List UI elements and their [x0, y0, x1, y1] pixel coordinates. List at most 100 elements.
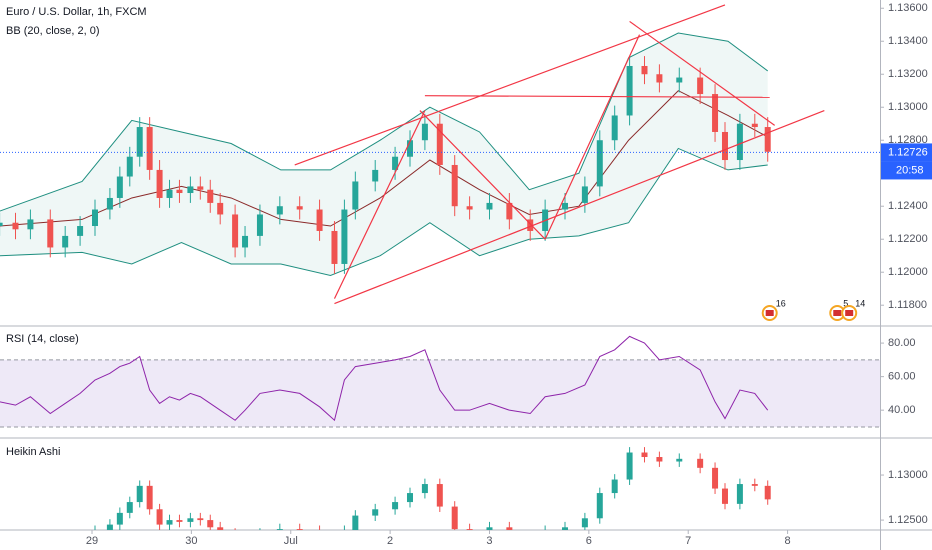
candle-body [372, 169, 379, 182]
candle-body [712, 467, 719, 489]
event-label: 14 [855, 298, 865, 308]
candle-body [91, 209, 98, 227]
candle-body [12, 222, 19, 230]
event-flag [833, 310, 842, 316]
y-tick-label: 40.00 [888, 404, 916, 416]
event-flag [765, 310, 774, 316]
candle-body [656, 74, 663, 83]
candle-body [562, 527, 569, 530]
candle-body [136, 485, 143, 503]
candle-body [466, 206, 473, 210]
y-tick-label: 1.12400 [888, 200, 928, 212]
candle-body [197, 186, 204, 190]
candle-body [341, 209, 348, 264]
candle-body [207, 520, 214, 528]
candle-body [77, 226, 84, 236]
x-tick-label: 8 [785, 535, 791, 547]
candle-body [207, 189, 214, 203]
candle-body [596, 140, 603, 187]
candle-body [676, 458, 683, 462]
candle-body [751, 484, 758, 486]
candle-body [106, 197, 113, 210]
event-label: 16 [776, 298, 786, 308]
candle-body [486, 202, 493, 210]
candle-body [527, 219, 534, 231]
candle-body [316, 209, 323, 231]
y-tick-label: 80.00 [888, 337, 916, 349]
candle-body [166, 189, 173, 198]
candle-body [136, 127, 143, 157]
candle-body [392, 156, 399, 170]
y-tick-label: 1.12000 [888, 266, 928, 278]
chart-title: Euro / U.S. Dollar, 1h, FXCM [6, 6, 147, 18]
trendline [629, 20, 776, 126]
candle-body [256, 214, 263, 236]
candle-body [146, 485, 153, 510]
rsi-panel [0, 335, 880, 428]
indicator-title: Heikin Ashi [6, 446, 60, 458]
candle-body [436, 484, 443, 507]
y-tick-label: 1.13000 [888, 101, 928, 113]
candle-body [106, 524, 113, 530]
candle-body [116, 512, 123, 525]
band-lower [0, 147, 768, 277]
candle-body [276, 529, 283, 530]
candle-body [736, 484, 743, 504]
candle-body [156, 169, 163, 198]
candle-body [506, 202, 513, 220]
trendline [544, 34, 641, 240]
timer-box [881, 161, 932, 180]
candle-body [187, 186, 194, 194]
candle-body [406, 493, 413, 503]
candle-body [126, 156, 133, 177]
indicator-title: BB (20, close, 2, 0) [6, 25, 100, 37]
event-label: 5 [843, 298, 848, 308]
y-tick-label: 1.11800 [888, 299, 927, 311]
y-tick-label: 1.12200 [888, 233, 928, 245]
candle-body [421, 123, 428, 141]
candle-body [641, 452, 648, 458]
candle-body [697, 77, 704, 95]
y-tick-label: 60.00 [888, 371, 916, 383]
candle-body [581, 186, 588, 203]
event-flag [845, 310, 854, 316]
candle-body [421, 484, 428, 494]
candle-body [751, 123, 758, 128]
candle-body [352, 515, 359, 530]
candle-body [166, 520, 173, 525]
last-price-box [881, 143, 932, 162]
candle-body [331, 230, 338, 264]
candle-body [392, 502, 399, 510]
y-tick-label: 1.13600 [888, 2, 928, 14]
candle-body [764, 485, 771, 500]
candle-body [187, 518, 194, 522]
timer-label: 20:58 [896, 164, 924, 176]
candle-body [232, 214, 239, 248]
x-tick-label: Jul [284, 535, 298, 547]
band-fill [0, 32, 768, 276]
trendline [419, 110, 546, 240]
candle-body [156, 509, 163, 525]
candle-body [296, 529, 303, 530]
indicator-title: RSI (14, close) [6, 333, 79, 345]
candle-body [676, 77, 683, 83]
candle-body [276, 206, 283, 215]
x-tick-label: 6 [586, 535, 592, 547]
trendline [333, 110, 426, 299]
candle-body [697, 458, 704, 468]
candle-body [611, 479, 618, 494]
candle-body [406, 140, 413, 157]
candle-body [486, 527, 493, 530]
y-tick-label: 1.12800 [888, 134, 928, 146]
candle-body [721, 131, 728, 161]
candle-body [62, 235, 69, 248]
x-tick-label: 7 [685, 535, 691, 547]
rsi-line [0, 335, 769, 422]
y-tick-label: 1.13000 [888, 469, 928, 481]
y-tick-label: 1.13200 [888, 68, 928, 80]
candle-body [466, 529, 473, 530]
candle-body [626, 452, 633, 480]
